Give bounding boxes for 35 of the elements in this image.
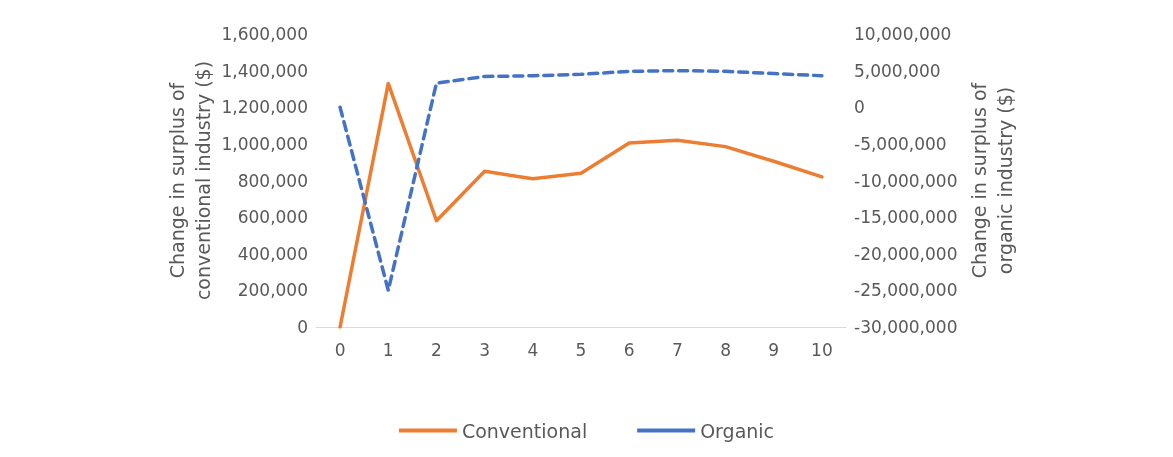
- y-tick-label: 800,000: [237, 170, 308, 191]
- line-series: [338, 81, 824, 329]
- x-tick-label: 3: [479, 339, 491, 360]
- y-tick-label: 600,000: [237, 207, 308, 228]
- y-tick-label: 200,000: [237, 280, 308, 301]
- y-tick-label: 0: [297, 317, 308, 337]
- x-tick-label: 0: [334, 339, 346, 360]
- y2-tick-label: 10,000,000: [854, 24, 952, 44]
- y2-tick-label: -10,000,000: [854, 170, 958, 191]
- line-series: [338, 68, 824, 293]
- y2-tick-label: 5,000,000: [854, 60, 941, 81]
- y-tick-label: 1,200,000: [221, 97, 308, 118]
- legend-label: Conventional: [461, 419, 588, 442]
- y-tick-label: 1,000,000: [221, 133, 308, 154]
- y-tick-label: 400,000: [237, 243, 308, 264]
- x-tick-label: 4: [527, 339, 539, 360]
- x-tick-label: 8: [720, 339, 731, 360]
- y2-tick-label: -25,000,000: [854, 280, 958, 301]
- y2-tick-label: -15,000,000: [854, 207, 958, 228]
- y2-tick-label: -20,000,000: [854, 243, 958, 264]
- x-tick-label: 5: [575, 339, 587, 360]
- x-tick-label: 2: [431, 339, 442, 360]
- x-tick-label: 6: [623, 339, 635, 360]
- x-tick-label: 7: [671, 339, 683, 360]
- y2-tick-label: -30,000,000: [854, 317, 958, 337]
- legend-label: Organic: [700, 419, 775, 442]
- y2-axis-title: Change in surplus of organic industry ($): [968, 81, 1016, 279]
- y-tick-label: 1,600,000: [221, 24, 308, 44]
- y2-tick-label: -5,000,000: [854, 133, 947, 154]
- y2-tick-label: 0: [854, 97, 865, 118]
- x-tick-label: 9: [768, 339, 780, 360]
- y-axis-title: Change in surplus of conventional industry ($): [166, 60, 214, 301]
- x-tick-label: 10: [811, 339, 833, 360]
- y-tick-label: 1,400,000: [221, 60, 308, 81]
- x-tick-label: 1: [382, 339, 394, 360]
